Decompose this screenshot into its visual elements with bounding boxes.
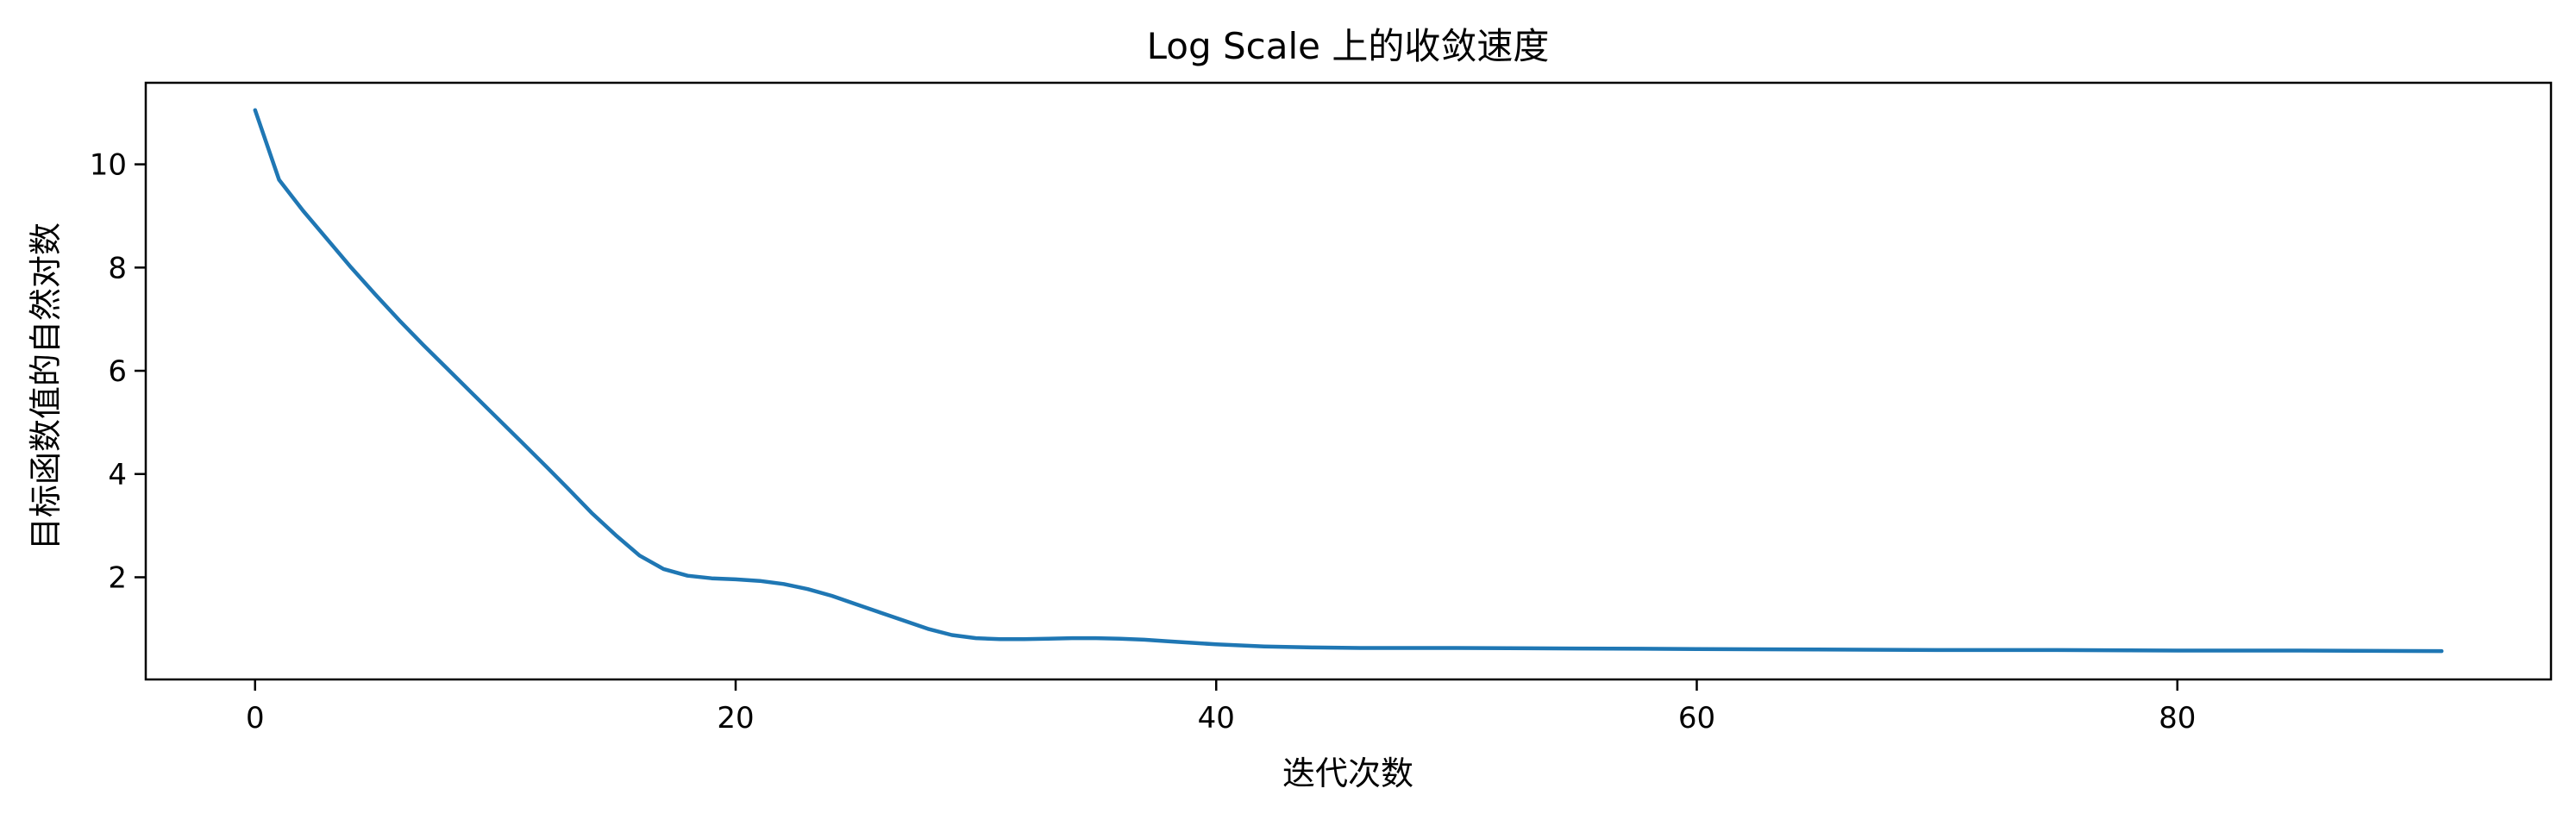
x-tick-label: 20 (717, 701, 754, 735)
y-axis-label: 目标函数值的自然对数 (27, 222, 65, 550)
y-tick-label: 2 (108, 560, 127, 595)
y-tick-label: 4 (108, 458, 127, 492)
x-tick-label: 60 (1678, 701, 1715, 735)
x-tick-label: 0 (246, 701, 265, 735)
tick-layer: 0 20 40 60 80 2 4 6 8 10 (90, 148, 2197, 735)
x-axis-label: 迭代次数 (1282, 754, 1413, 792)
plot-frame (144, 81, 2553, 681)
plot-area (253, 108, 2444, 654)
y-tick-label: 10 (90, 148, 127, 183)
y-tick-label: 8 (108, 251, 127, 285)
series-line (253, 108, 2444, 654)
x-tick-label: 80 (2159, 701, 2196, 735)
chart-title: Log Scale 上的收敛速度 (1147, 25, 1550, 67)
x-tick-label: 40 (1198, 701, 1235, 735)
y-tick-label: 6 (108, 354, 127, 389)
